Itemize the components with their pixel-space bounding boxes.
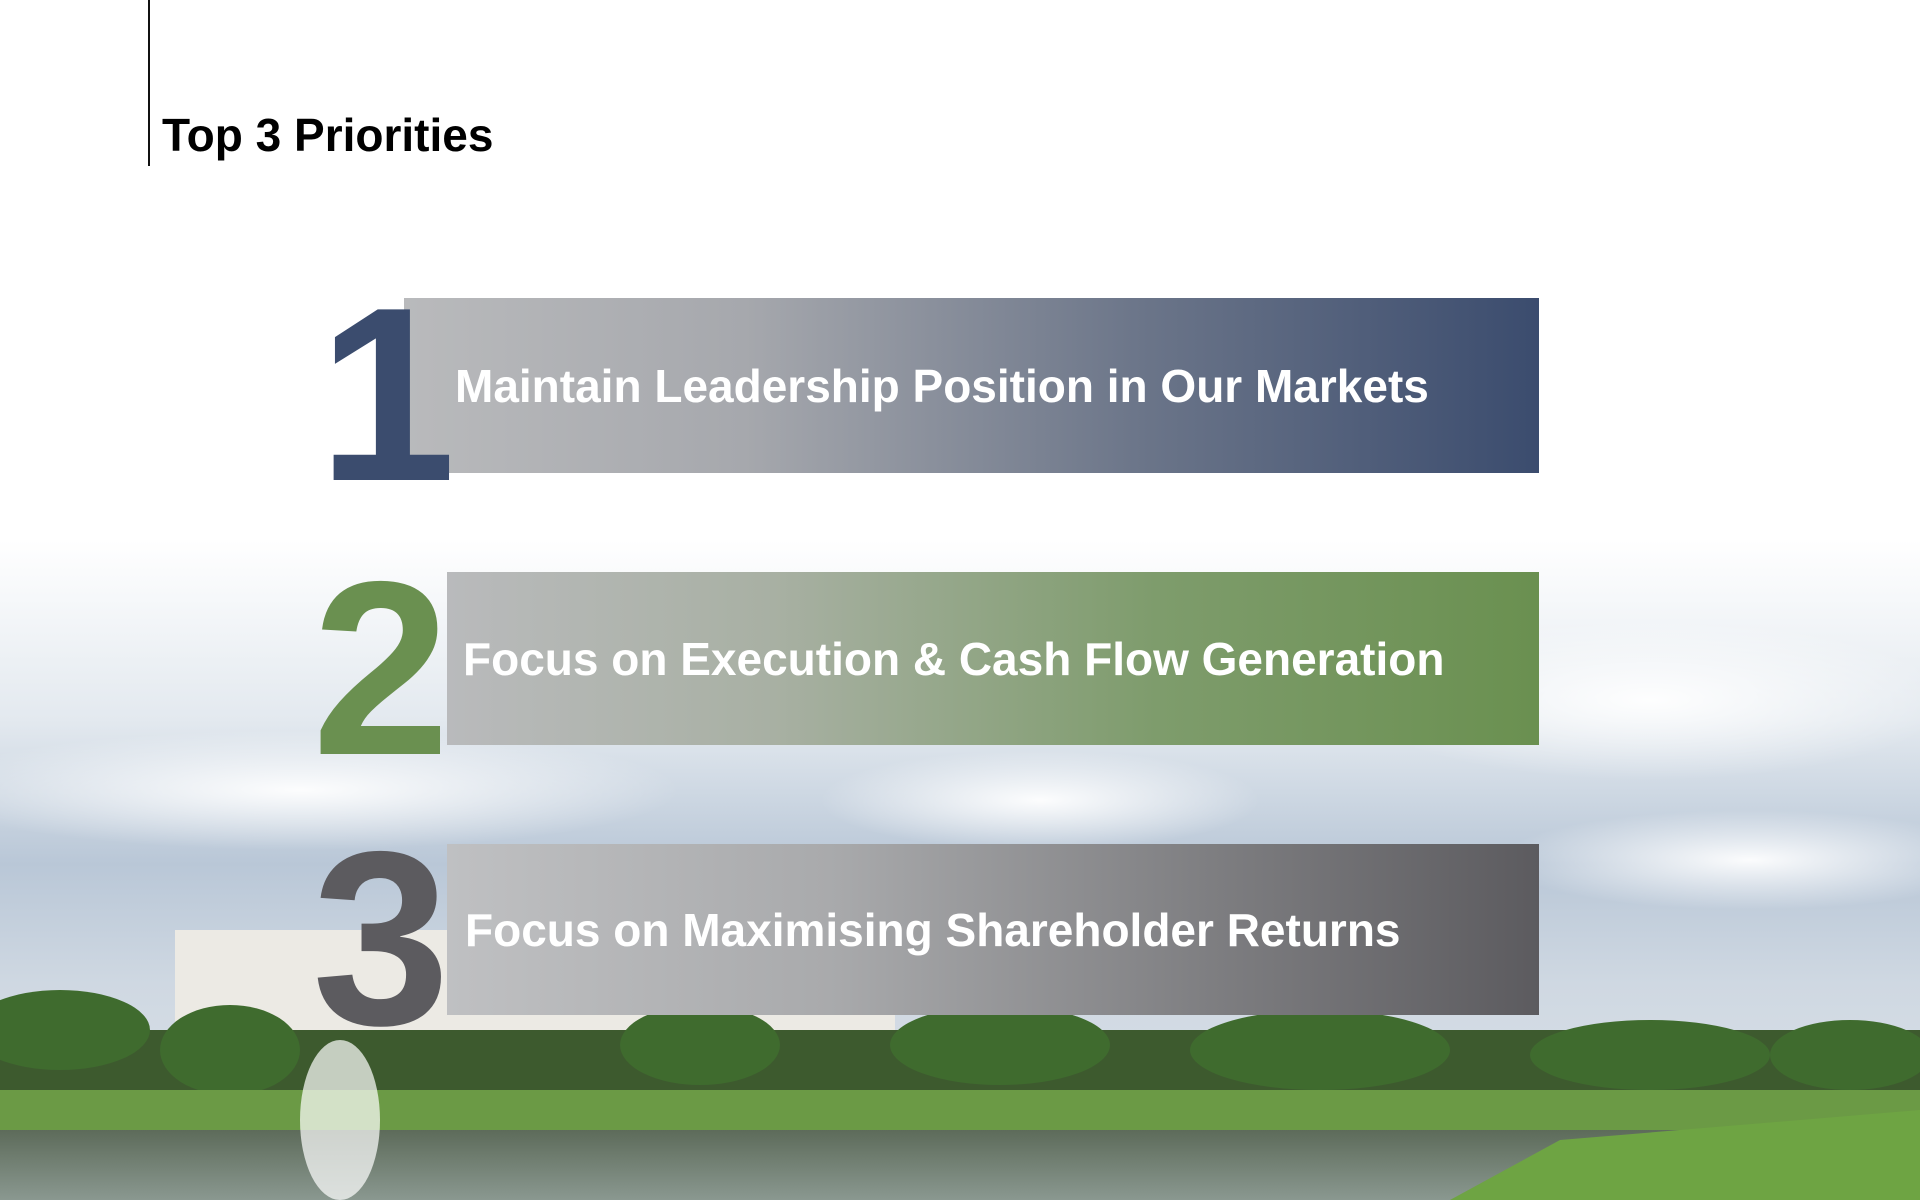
divider-line xyxy=(148,0,150,166)
priority-bar: Focus on Maximising Shareholder Returns xyxy=(447,844,1539,1015)
priority-number: 3 xyxy=(312,799,450,1077)
slide-title: Top 3 Priorities xyxy=(162,109,494,161)
priority-number: 2 xyxy=(312,529,450,807)
priority-bar: Focus on Execution & Cash Flow Generatio… xyxy=(447,572,1539,745)
priority-bar: Maintain Leadership Position in Our Mark… xyxy=(404,298,1539,473)
priority-text: Maintain Leadership Position in Our Mark… xyxy=(455,359,1429,412)
priority-number: 1 xyxy=(318,255,456,533)
priority-text: Focus on Maximising Shareholder Returns xyxy=(465,903,1401,956)
priority-text: Focus on Execution & Cash Flow Generatio… xyxy=(463,632,1445,685)
